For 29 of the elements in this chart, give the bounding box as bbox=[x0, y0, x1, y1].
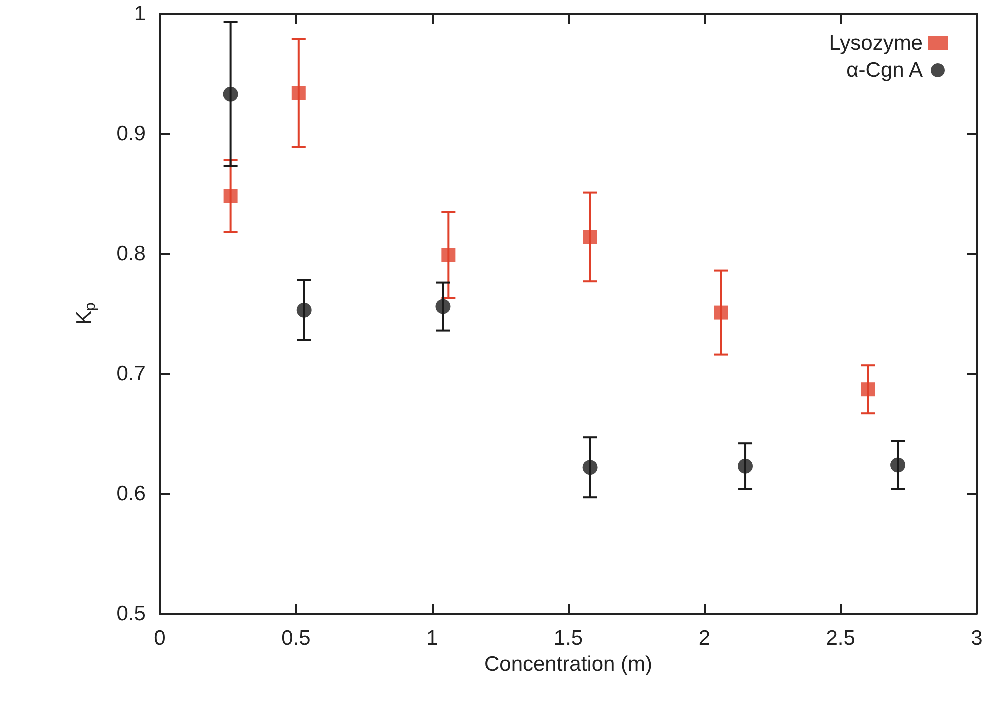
y-tick-label: 0.5 bbox=[116, 602, 146, 626]
point bbox=[436, 299, 451, 314]
point bbox=[861, 382, 876, 397]
point bbox=[582, 460, 598, 476]
y-tick-label: 0.6 bbox=[116, 482, 146, 506]
y-tick-label: 0.9 bbox=[116, 122, 146, 146]
x-tick-label: 0.5 bbox=[282, 627, 311, 650]
point bbox=[296, 302, 312, 318]
point bbox=[738, 458, 754, 474]
x-axis-title: Concentration (m) bbox=[484, 653, 653, 676]
point bbox=[583, 230, 598, 244]
y-axis-title: Kp bbox=[73, 302, 99, 326]
legend-label: Lysozyme bbox=[829, 32, 923, 55]
x-tick-label: 0 bbox=[154, 627, 166, 650]
x-tick-label: 1.5 bbox=[554, 627, 584, 650]
y-tick-label: 0.7 bbox=[116, 362, 146, 386]
point bbox=[714, 306, 728, 320]
y-tick-label: 1 bbox=[134, 2, 146, 26]
x-tick-label: 2 bbox=[698, 627, 711, 650]
x-tick-label: 3 bbox=[971, 627, 983, 650]
point bbox=[223, 86, 238, 102]
y-tick-label: 0.8 bbox=[116, 242, 146, 266]
point bbox=[292, 86, 306, 100]
x-tick-label: 2.5 bbox=[826, 627, 856, 650]
x-tick-label: 1 bbox=[426, 627, 438, 650]
point bbox=[442, 248, 456, 262]
point bbox=[890, 458, 906, 473]
legend-label: α-Cgn A bbox=[846, 59, 923, 82]
point bbox=[224, 189, 238, 204]
